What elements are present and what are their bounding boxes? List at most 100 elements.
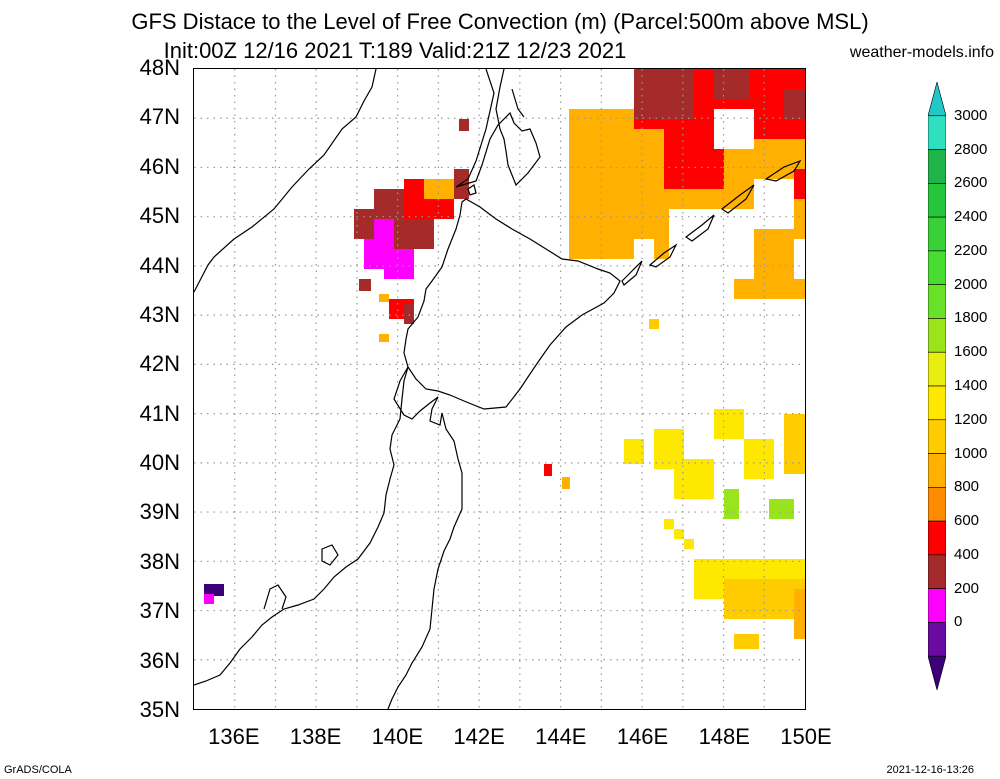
colorbar-swatch — [928, 216, 946, 252]
colorbar-swatch — [928, 622, 946, 657]
lon-label: 142E — [453, 724, 505, 749]
lon-label: 150E — [780, 724, 832, 749]
sado-island — [321, 544, 339, 566]
rishiri-island — [467, 184, 477, 196]
lat-label: 37N — [139, 598, 180, 624]
lfc-cell — [674, 459, 714, 499]
lat-label: 40N — [139, 450, 180, 476]
kuril-5 — [764, 159, 802, 182]
colorbar-swatch — [928, 149, 946, 184]
honshu-west-coastline — [194, 366, 409, 686]
colorbar-swatch — [928, 520, 946, 556]
lfc-cell — [794, 204, 805, 239]
lfc-cell — [784, 89, 805, 119]
lfc-cell — [714, 109, 754, 149]
colorbar-label: 2400 — [954, 208, 988, 226]
graticule-layer — [194, 69, 805, 709]
colorbar-swatch — [928, 588, 946, 623]
lat-label: 41N — [139, 400, 180, 426]
kuril-4 — [720, 184, 755, 214]
lfc-cell — [384, 249, 414, 279]
colorbar-swatch — [928, 385, 946, 421]
lfc-cell — [379, 334, 389, 342]
lon-label: 138E — [289, 724, 342, 749]
footer-timestamp: 2021-12-16-13:26 — [886, 764, 974, 776]
lfc-cell — [544, 464, 552, 476]
chart-subtitle: Init:00Z 12/16 2021 T:189 Valid:21Z 12/2… — [163, 38, 627, 63]
lfc-field-layer — [204, 69, 805, 649]
kuril-3 — [684, 214, 715, 242]
lfc-cell — [744, 439, 774, 479]
lon-label: 136E — [208, 724, 260, 749]
colorbar-swatch — [928, 453, 946, 488]
footer-software: GrADS/COLA — [4, 764, 72, 776]
colorbar-swatch — [928, 419, 946, 454]
sakhalin-coastline — [455, 69, 541, 188]
lfc-cell — [604, 219, 624, 249]
lfc-cell — [624, 439, 644, 464]
colorbar-label: 2800 — [954, 140, 988, 158]
lfc-cell — [724, 579, 805, 619]
lfc-cell — [734, 279, 805, 299]
noto-peninsula — [263, 584, 287, 610]
colorbar-label: 1600 — [954, 343, 988, 361]
lat-label: 45N — [139, 203, 180, 229]
colorbar-label: 3000 — [954, 106, 988, 124]
colorbar-swatch — [928, 318, 946, 353]
lfc-cell — [714, 409, 744, 439]
colorbar-top-arrow — [928, 82, 946, 117]
sakhalin-inner — [511, 88, 525, 118]
lfc-cell — [359, 279, 371, 291]
lfc-cell — [574, 199, 604, 249]
lfc-cell — [379, 294, 389, 302]
lat-label: 47N — [139, 104, 180, 130]
lfc-cell — [404, 304, 414, 324]
colorbar-label: 800 — [954, 478, 980, 496]
colorbar-label: 1000 — [954, 444, 988, 462]
coastline-layer — [194, 69, 802, 709]
kuril-2 — [648, 243, 678, 268]
lfc-cell — [734, 634, 759, 649]
lfc-cell — [204, 594, 214, 604]
colorbar-label: 200 — [954, 579, 980, 597]
colorbar-swatch — [928, 250, 946, 285]
lfc-cell — [354, 209, 374, 239]
lfc-cell — [784, 414, 805, 474]
colorbar-bottom-arrow — [928, 655, 946, 690]
colorbar-label: 600 — [954, 512, 980, 530]
colorbar-label: 1400 — [954, 377, 988, 394]
lon-label: 140E — [371, 724, 424, 749]
colorbar-label: 1800 — [954, 309, 988, 327]
lat-label: 35N — [139, 697, 180, 722]
site-credit: weather-models.info — [849, 44, 994, 61]
lat-label: 43N — [139, 301, 180, 327]
map-panel — [193, 68, 806, 710]
colorbar-swatch — [928, 487, 946, 522]
lfc-cell — [649, 319, 659, 329]
lfc-cell — [459, 119, 469, 131]
lfc-cell — [714, 69, 749, 99]
lat-label: 39N — [139, 499, 180, 525]
colorbar-label: 2000 — [954, 275, 988, 293]
colorbar-label: 2200 — [954, 241, 988, 259]
lon-label: 148E — [698, 724, 750, 749]
lfc-cell — [204, 584, 224, 596]
lfc-cell — [684, 539, 694, 549]
lfc-cell — [794, 589, 805, 639]
lfc-cell — [754, 179, 794, 209]
kuril-1 — [621, 260, 643, 286]
honshu-coastline — [387, 366, 463, 709]
lfc-cell — [754, 229, 794, 279]
lon-label: 146E — [616, 724, 669, 749]
lfc-cell — [724, 489, 739, 519]
lat-label: 36N — [139, 647, 180, 673]
lfc-cell — [769, 499, 794, 519]
chart-title: GFS Distace to the Level of Free Convect… — [131, 9, 869, 34]
lat-label: 44N — [139, 252, 180, 278]
lat-label: 46N — [139, 153, 180, 179]
colorbar-swatch — [928, 554, 946, 589]
colorbar-swatch — [928, 115, 946, 150]
colorbar-label: 1200 — [954, 410, 988, 428]
lfc-cell — [634, 69, 694, 119]
lfc-cell — [634, 239, 654, 289]
